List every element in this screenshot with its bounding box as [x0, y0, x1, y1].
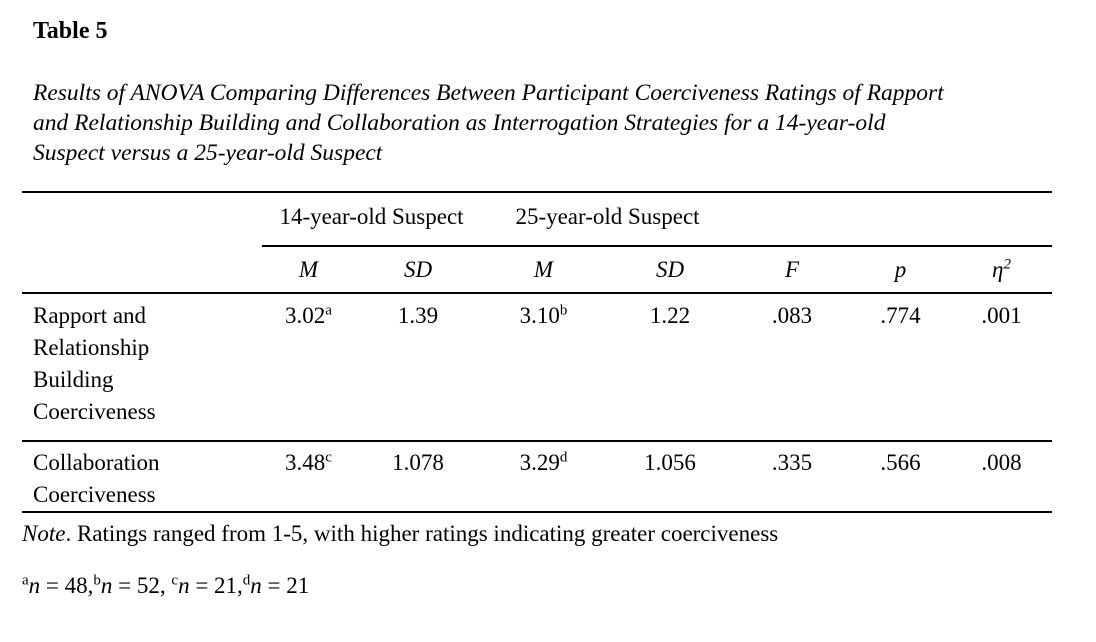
footnote-marker-a: a [22, 572, 29, 589]
stub-spacer-cell [22, 192, 262, 246]
cell-sd-14: 1.39 [355, 293, 481, 442]
cell-superscript: b [559, 302, 568, 319]
cell-superscript: d [559, 449, 568, 466]
row-label-line: Collaboration [33, 450, 160, 475]
cell-p: .566 [850, 441, 951, 513]
caption-line-2: and Relationship Building and Collaborat… [33, 110, 886, 136]
col-header-f: F [734, 246, 850, 294]
row-label-line: Coerciveness [33, 482, 156, 507]
footnote-symbol: n [100, 573, 113, 598]
cell-value: 3.48 [285, 450, 326, 475]
footnote-symbol: n [250, 573, 262, 598]
col-header-sd-25: SD [606, 246, 734, 294]
note-label: Note [22, 521, 66, 546]
paper-page: Table 5 Results of ANOVA Comparing Diffe… [0, 16, 1096, 642]
cell-eta-squared: .008 [951, 441, 1052, 513]
footnote-value: = 21 [261, 573, 310, 598]
cell-sd-14: 1.078 [355, 441, 481, 513]
row-label-rapport: Rapport and Relationship Building Coerci… [22, 293, 262, 442]
table-note: Note. Ratings ranged from 1-5, with high… [22, 518, 1096, 550]
cell-value: 3.02 [285, 303, 326, 328]
eta-exponent: 2 [1003, 256, 1011, 273]
row-label-line: Coerciveness [33, 399, 156, 424]
row-label-line: Rapport and [33, 303, 147, 328]
cell-superscript: a [325, 302, 332, 319]
anova-results-table: 14-year-old Suspect 25-year-old Suspect … [22, 191, 1052, 513]
spanner-header-row: 14-year-old Suspect 25-year-old Suspect [22, 192, 1052, 247]
cell-m-14: 3.02a [262, 293, 355, 442]
cell-sd-25: 1.056 [606, 441, 734, 513]
spanner-14-year-old-suspect: 14-year-old Suspect [262, 192, 481, 247]
cell-eta-squared: .001 [951, 293, 1052, 442]
eta-symbol: η [992, 257, 1004, 282]
table-row-collaboration: Collaboration Coerciveness 3.48c 1.078 3… [22, 441, 1052, 513]
cell-value: 3.10 [519, 303, 560, 328]
footnote-symbol: n [178, 573, 190, 598]
table-number-label: Table 5 [33, 18, 108, 44]
col-header-sd-14: SD [355, 246, 481, 294]
cell-superscript: c [325, 449, 332, 466]
table-row-rapport: Rapport and Relationship Building Coerci… [22, 293, 1052, 442]
note-text: . Ratings ranged from 1-5, with higher r… [65, 521, 779, 546]
cell-m-14: 3.48c [262, 441, 355, 513]
row-label-line: Building [33, 367, 114, 392]
col-header-eta-squared: η2 [951, 246, 1052, 294]
cell-f: .335 [734, 441, 850, 513]
spanner-empty-cell [734, 192, 1052, 247]
row-label-line: Relationship [33, 335, 150, 360]
caption-line-3: Suspect versus a 25-year-old Suspect [33, 140, 383, 166]
cell-value: 3.29 [519, 450, 560, 475]
col-header-m-25: M [481, 246, 606, 294]
cell-p: .774 [850, 293, 951, 442]
stub-header-cell [22, 246, 262, 294]
footnote-symbol: n [28, 573, 41, 598]
col-header-m-14: M [262, 246, 355, 294]
cell-m-25: 3.29d [481, 441, 606, 513]
footnote-marker-d: d [242, 572, 251, 589]
footnote-value: = 48, [40, 573, 94, 598]
table-caption: Results of ANOVA Comparing Differences B… [33, 78, 1083, 168]
cell-sd-25: 1.22 [606, 293, 734, 442]
footnote-marker-c: c [171, 572, 179, 589]
spanner-25-year-old-suspect: 25-year-old Suspect [481, 192, 734, 247]
caption-line-1: Results of ANOVA Comparing Differences B… [33, 80, 944, 106]
cell-m-25: 3.10b [481, 293, 606, 442]
cell-f: .083 [734, 293, 850, 442]
footnote-value: = 21, [189, 573, 243, 598]
row-label-collaboration: Collaboration Coerciveness [22, 441, 262, 513]
footnote-marker-b: b [93, 572, 101, 589]
table-footnotes: an = 48,bn = 52, cn = 21,dn = 21 [22, 570, 1096, 602]
column-header-row: M SD M SD F p η2 [22, 246, 1052, 294]
col-header-p: p [850, 246, 951, 294]
footnote-value: = 52, [112, 573, 172, 598]
